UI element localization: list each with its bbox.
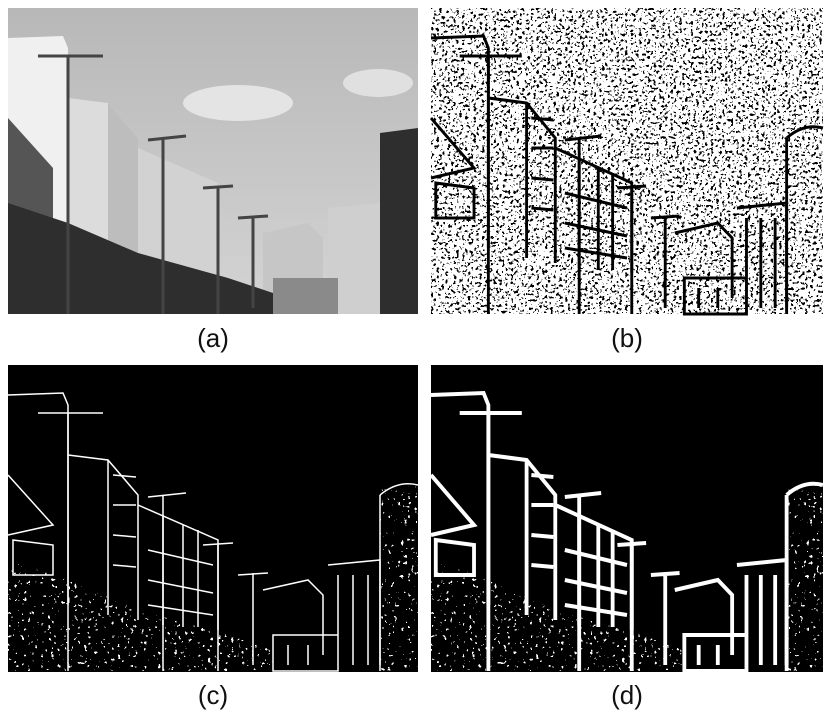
edge-map-noisy	[429, 8, 825, 316]
edge-map-thick	[429, 365, 825, 673]
edge-map-thin	[7, 365, 419, 672]
panel-label: (d)	[611, 680, 643, 710]
panel-label: (c)	[198, 680, 228, 710]
panel-label: (a)	[197, 323, 229, 353]
photo	[8, 8, 418, 314]
panel-label: (b)	[611, 323, 643, 353]
